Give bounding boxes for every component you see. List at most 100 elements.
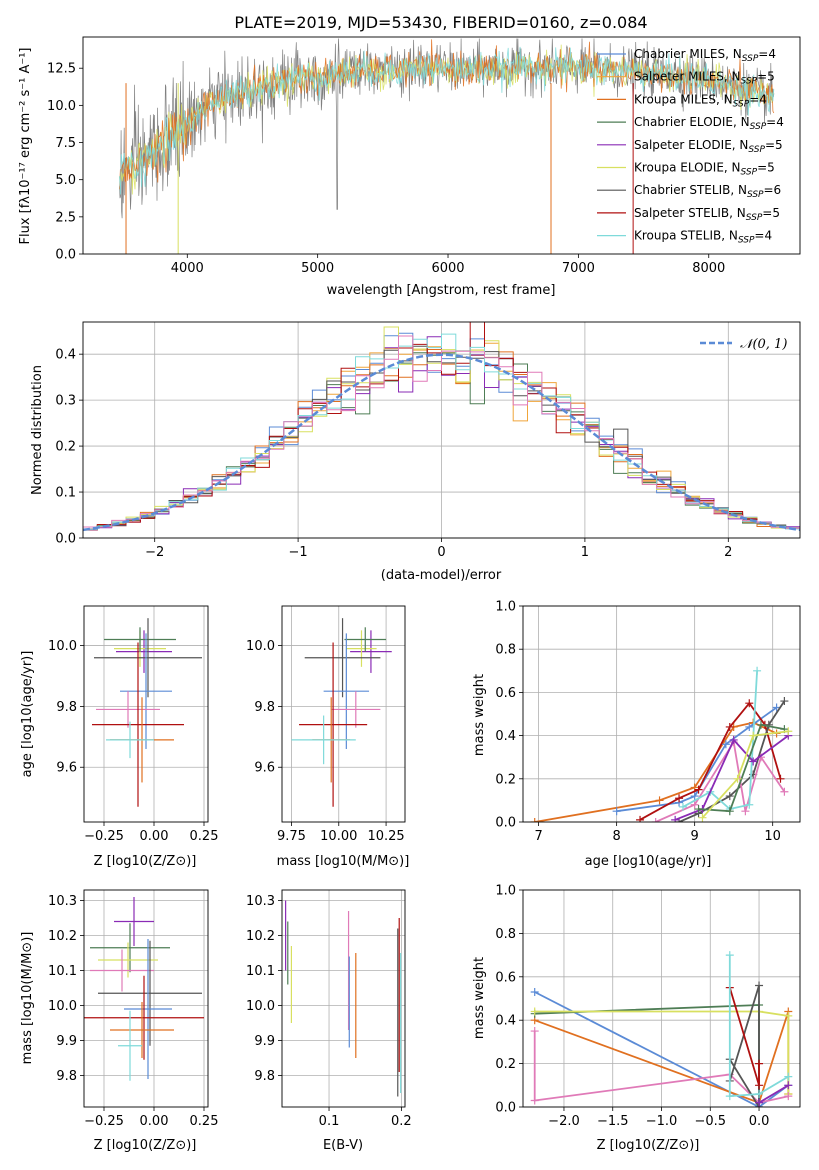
weight-marker [753,666,762,675]
weight-marker [694,805,703,814]
x-tick-label: 5000 [301,261,334,276]
y-tick-label: 1.0 [495,884,516,899]
y-tick-label: 0.8 [495,927,516,942]
legend-entry: Kroupa STELIB, NSSP=4 [634,229,772,246]
weight-marker [530,1027,539,1036]
y-tick-label: 10.0 [246,999,275,1014]
y-tick-label: 5.0 [55,173,76,188]
weight-marker [784,1092,793,1101]
legend-entry: Chabrier ELODIE, NSSP=4 [634,115,784,132]
weight-marker [729,735,738,744]
weight-marker [530,987,539,996]
weight-marker [725,722,734,731]
weight-marker [780,697,789,706]
legend-entry: Salpeter MILES, NSSP=5 [634,70,775,87]
weight-marker [784,1081,793,1090]
x-tick-label: 1 [581,545,589,560]
weight-marker [636,815,645,822]
age-vs-metallicity-panel: −0.25 0.00 0.259.69.810.0 Z [log10(Z/Z⊙)] … [20,605,219,869]
x-tick-label: 10.25 [367,829,404,844]
y-tick-label: 0.4 [55,348,76,363]
x-tick-label: 8 [612,829,620,844]
model-spectrum [119,46,775,195]
x-tick-label: 8000 [692,261,725,276]
y-tick-label: 10.0 [48,639,77,654]
x-tick-label: −1.0 [646,1114,678,1129]
y-tick-label: 10.3 [48,894,77,909]
weight-line [534,1010,790,1094]
weight-marker [755,1081,764,1090]
x-tick-label: 0.25 [190,1114,219,1129]
histogram-step [83,335,800,529]
y-tick-label: 0.2 [495,1057,516,1072]
y-tick-label: 0.0 [495,1101,516,1116]
y-tick-label: 2.5 [55,210,76,225]
weight-marker [764,720,773,729]
residual-xlabel: (data-model)/error [381,568,502,583]
weight-marker [651,818,660,822]
legend-entry: Kroupa MILES, NSSP=4 [634,92,767,109]
weight-marker [784,1072,793,1081]
weight-marker [745,800,754,809]
plot-area [83,322,800,532]
y-tick-label: 10.2 [246,929,275,944]
x-tick-label: 0.25 [190,829,219,844]
axes-frame [82,321,801,539]
weight-marker [690,792,699,801]
weight-marker [675,794,684,803]
wAge-ylabel: mass weight [472,674,487,756]
plot-area [285,900,402,1097]
weight-marker [755,981,764,990]
x-tick-label: 0.0 [749,1114,770,1129]
weight-marker [655,796,664,805]
spectrum-title: PLATE=2019, MJD=53430, FIBERID=0160, z=0… [234,13,647,32]
weight-line [534,1004,760,1103]
weight-marker [725,807,734,816]
legend-entry: Salpeter STELIB, NSSP=5 [634,206,780,223]
y-tick-label: 0.0 [55,248,76,263]
weight-marker [756,720,765,729]
y-tick-label: 0.1 [55,486,76,501]
weight-line [534,991,789,1107]
y-tick-label: 9.9 [56,1034,77,1049]
weight-marker [612,807,621,816]
ageZ-ylabel: age [log10(age/yr)] [20,651,35,778]
weight-marker [678,802,687,811]
mass-vs-ebv-panel: 0.1 0.2 9.8 9.9 10.0 10.1 10.2 10.3 E(B-V) [246,889,412,1153]
legend-entry: Chabrier MILES, NSSP=4 [634,47,776,64]
y-tick-label: 0.0 [55,532,76,547]
x-tick-label: 6000 [431,261,464,276]
y-tick-label: 10.1 [48,964,77,979]
legend-entry: Chabrier STELIB, NSSP=6 [634,183,781,200]
x-tick-label: 7 [534,829,542,844]
weight-line [655,739,786,822]
x-tick-label: 0.2 [391,1114,412,1129]
y-tick-label: 10.1 [246,964,275,979]
spectrum-panel: PLATE=2019, MJD=53430, FIBERID=0160, z=0… [18,13,801,298]
y-tick-label: 0.4 [495,729,516,744]
plot-area [84,897,204,1081]
weight-marker [530,818,539,822]
y-tick-label: 0.3 [55,394,76,409]
x-tick-label: −0.5 [694,1114,726,1129]
weight-marker [721,740,730,749]
axes-frame [83,605,209,823]
x-tick-label: 0.00 [140,1114,169,1129]
plot-area [530,951,793,1107]
weight-marker [755,1098,764,1107]
axes-frame [83,889,209,1108]
spectrum-legend: Chabrier MILES, NSSP=4 Salpeter MILES, NS… [597,47,784,246]
ageM-xlabel: mass [log10(M/M⊙)] [277,854,410,869]
weight-marker [784,727,793,736]
plot-area [291,618,392,807]
weight-marker [733,774,742,783]
weight-line [701,730,789,819]
x-tick-label: −0.25 [84,829,124,844]
residual-panel: −2 −1 0 1 2 0.0 0.1 0.2 0.3 0.4 (data-model)/erro… [30,321,801,583]
residual-ylabel: Normed distribution [30,365,45,495]
x-tick-label: 10.00 [320,829,357,844]
weight-marker [745,699,754,708]
plot-area [119,38,775,254]
y-tick-label: 9.6 [56,761,77,776]
